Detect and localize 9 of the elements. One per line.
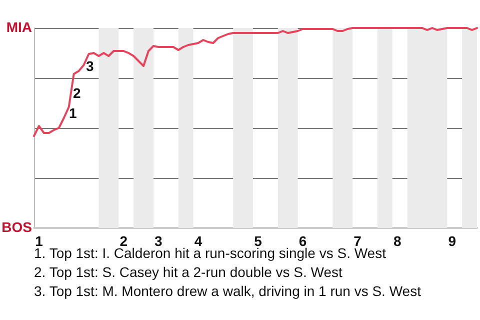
annotation: 2 xyxy=(73,85,81,101)
text: BOS xyxy=(2,219,32,235)
x-tick-label: 9 xyxy=(448,233,456,249)
text: 2. Top 1st: S. Casey hit a 2-run double vs S. West xyxy=(34,264,343,280)
x-tick-label: 8 xyxy=(393,233,402,249)
annotation: 3 xyxy=(86,58,94,74)
text: 3. Top 1st: M. Montero drew a walk, driving in 1 run vs S. West xyxy=(34,283,422,299)
text: MIA xyxy=(6,19,32,35)
annotation: 1 xyxy=(69,105,77,121)
